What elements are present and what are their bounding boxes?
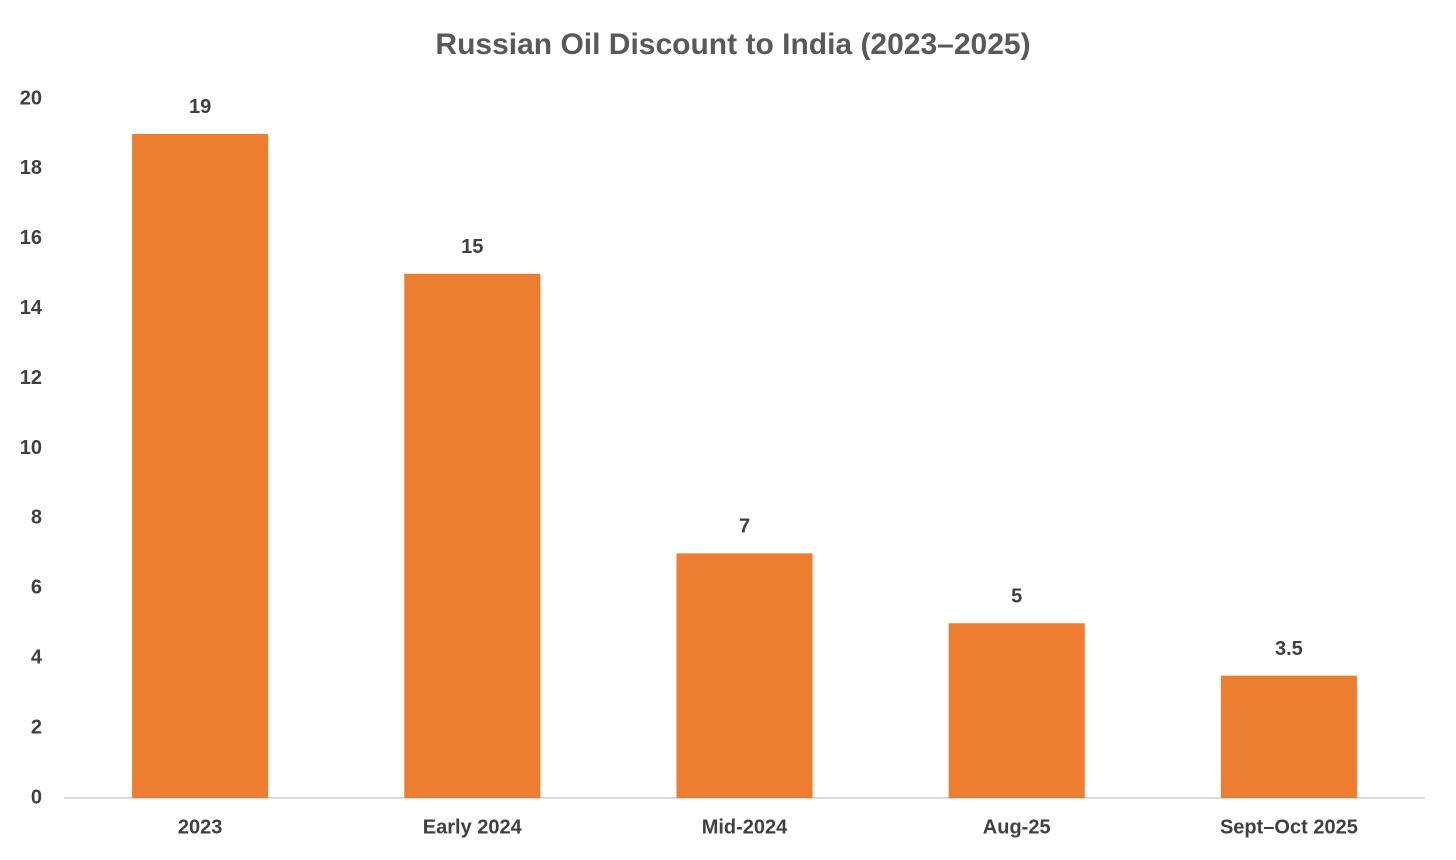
- y-tick-label: 6: [31, 577, 42, 599]
- y-tick-label: 14: [20, 297, 43, 319]
- bar: [1220, 675, 1357, 798]
- data-label: 15: [461, 236, 483, 258]
- bar: [948, 623, 1085, 798]
- x-tick-label: Mid-2024: [702, 816, 788, 838]
- data-label: 5: [1011, 586, 1022, 608]
- data-label: 19: [189, 96, 211, 118]
- x-tick-label: Sept–Oct 2025: [1220, 816, 1358, 838]
- y-tick-label: 20: [20, 87, 42, 109]
- bar: [132, 133, 269, 798]
- data-label: 3.5: [1275, 638, 1303, 660]
- y-tick-label: 18: [20, 157, 42, 179]
- x-tick-label: Early 2024: [423, 816, 523, 838]
- x-tick-label: 2023: [178, 816, 223, 838]
- x-tick-label: Aug-25: [983, 816, 1051, 838]
- bar: [404, 273, 541, 798]
- y-tick-label: 10: [20, 437, 42, 459]
- y-tick-label: 4: [31, 646, 43, 668]
- y-tick-label: 8: [31, 507, 42, 529]
- bar: [676, 553, 813, 798]
- chart-title: Russian Oil Discount to India (2023–2025…: [435, 28, 1030, 61]
- y-tick-label: 12: [20, 367, 42, 389]
- y-tick-label: 0: [31, 786, 42, 808]
- y-tick-label: 2: [31, 716, 42, 738]
- y-tick-label: 16: [20, 227, 42, 249]
- data-label: 7: [739, 516, 750, 538]
